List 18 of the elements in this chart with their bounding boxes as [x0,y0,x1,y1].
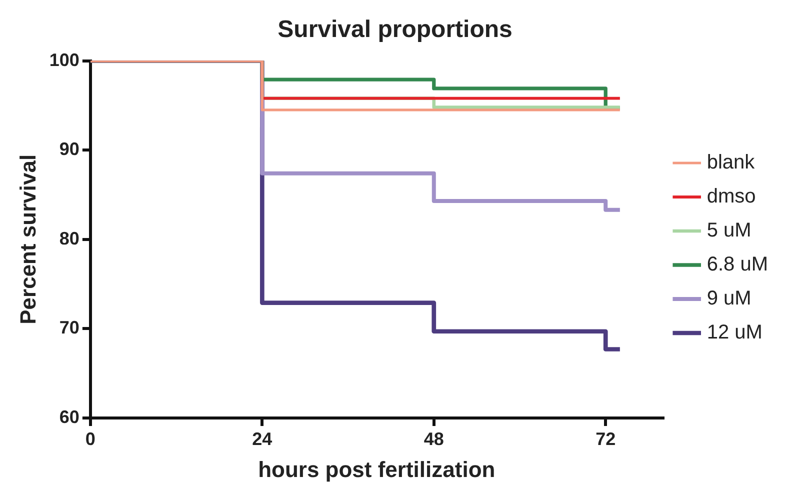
y-tick-label: 70 [59,318,80,338]
y-tick-label: 60 [59,406,80,427]
x-axis-title: hours post fertilization [258,456,496,482]
y-tick-label: 80 [59,228,80,248]
x-tick-label: 48 [424,428,444,449]
legend-label: dmso [706,186,756,208]
legend-label: 5 uM [706,220,752,242]
legend-label: blank [706,152,756,174]
y-axis-title: Percent survival [15,154,40,324]
chart-title: Survival proportions [278,16,512,44]
y-tick-label: 100 [49,50,80,70]
x-tick-label: 0 [85,428,96,449]
legend-label: 9 uM [706,288,752,310]
x-tick-label: 72 [596,428,616,449]
y-tick-label: 90 [59,139,80,160]
legend-label: 6.8 uM [706,254,768,276]
x-tick-label: 24 [252,428,272,449]
legend-label: 12 uM [706,322,762,344]
